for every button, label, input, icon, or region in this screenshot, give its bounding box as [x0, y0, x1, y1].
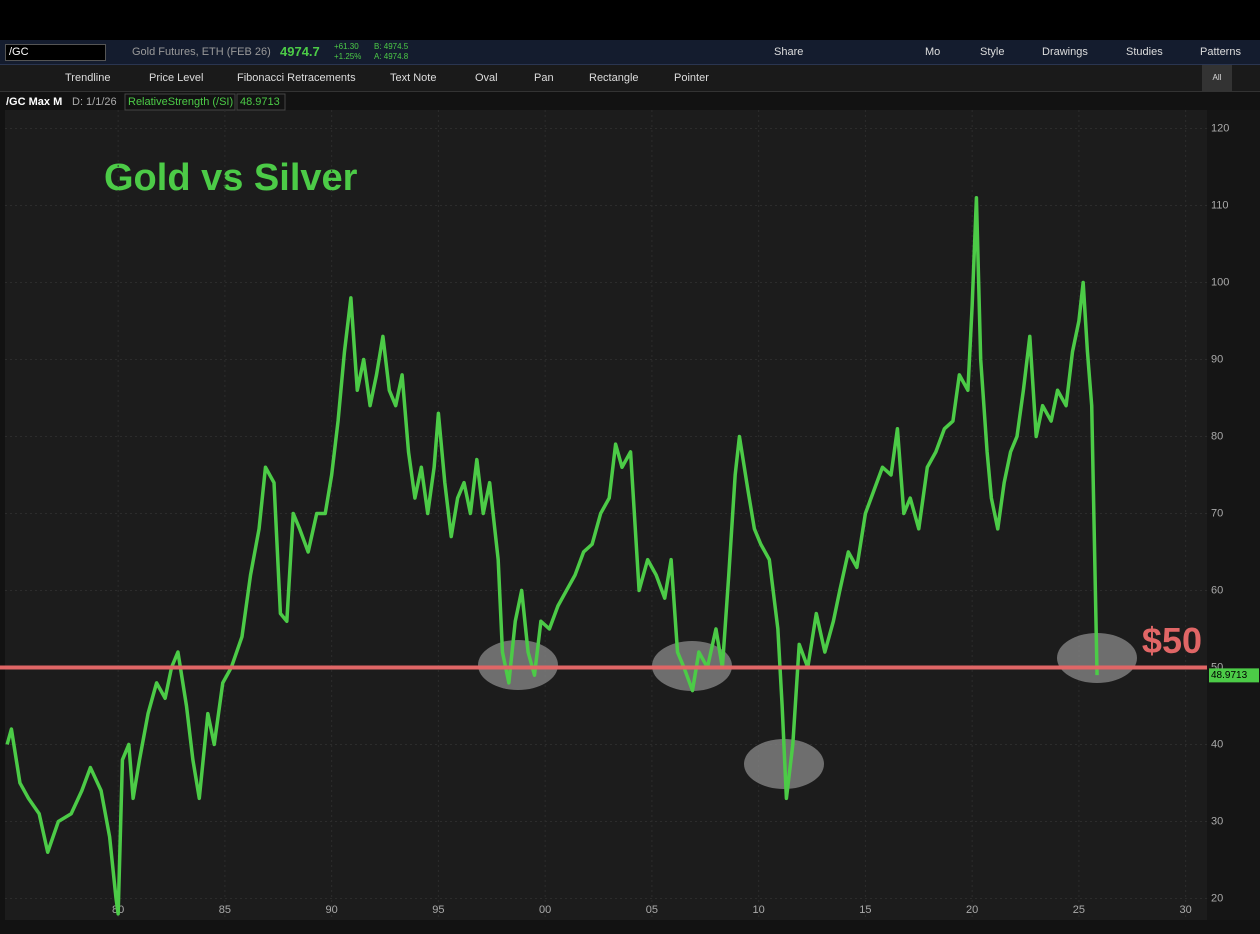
- tool[interactable]: Rectangle: [589, 72, 639, 84]
- period-button[interactable]: Mo: [925, 46, 941, 58]
- symbol-input[interactable]: /GC: [5, 44, 106, 61]
- y-tick-label: 30: [1211, 815, 1223, 827]
- chart-symbol: /GC Max M: [6, 96, 62, 108]
- y-axis-strip: [1207, 110, 1260, 920]
- last-value-box: [1209, 668, 1259, 683]
- x-tick-label: 90: [326, 904, 338, 916]
- y-tick-label: 60: [1211, 584, 1223, 596]
- tool[interactable]: Oval: [475, 72, 498, 84]
- change-pct: +1.25%: [334, 52, 362, 61]
- study-box: [124, 93, 236, 111]
- tool[interactable]: Text Note: [390, 72, 437, 84]
- x-tick-label: 05: [646, 904, 658, 916]
- tool[interactable]: Fibonacci Retracements: [237, 72, 356, 84]
- x-tick-label: 30: [1180, 904, 1192, 916]
- x-tick-label: 95: [432, 904, 444, 916]
- y-tick-label: 100: [1211, 276, 1229, 288]
- study-value-box: [236, 93, 286, 111]
- x-tick-label: 20: [966, 904, 978, 916]
- study-value: 48.9713: [240, 96, 280, 108]
- symbol-description: Gold Futures, ETH (FEB 26): [132, 46, 271, 58]
- change: +61.30: [334, 42, 359, 51]
- y-tick-label: 90: [1211, 353, 1223, 365]
- share-button[interactable]: Share: [774, 46, 804, 58]
- y-tick-label: 120: [1211, 122, 1229, 134]
- style-button[interactable]: Style: [980, 46, 1005, 58]
- patterns-button[interactable]: Patterns: [1200, 46, 1241, 58]
- y-tick-label: 70: [1211, 507, 1223, 519]
- drawings-button[interactable]: Drawings: [1042, 46, 1088, 58]
- x-tick-label: 25: [1073, 904, 1085, 916]
- studies-button[interactable]: Studies: [1126, 46, 1163, 58]
- x-tick-label: 15: [859, 904, 871, 916]
- last-price: 4974.7: [280, 44, 320, 59]
- x-tick-label: 85: [219, 904, 231, 916]
- x-tick-label: 00: [539, 904, 551, 916]
- y-tick-label: 80: [1211, 430, 1223, 442]
- series-line: [5, 196, 1099, 916]
- last-value-label: 48.9713: [1211, 670, 1248, 681]
- plot-area: [5, 110, 1207, 920]
- chart-title: Gold vs Silver: [104, 157, 358, 199]
- tool[interactable]: Pan: [534, 72, 554, 84]
- ask: A: 4974.8: [374, 52, 409, 61]
- bid: B: 4974.5: [374, 42, 409, 51]
- study-name: RelativeStrength (/SI): [128, 96, 233, 108]
- highlight-oval: [478, 640, 558, 690]
- tool[interactable]: Price Level: [149, 72, 204, 84]
- y-tick-label: 20: [1211, 892, 1223, 904]
- x-tick-label: 10: [753, 904, 765, 916]
- tool[interactable]: Trendline: [65, 72, 111, 84]
- drawing-toolbar: Trendline Price Level Fibonacci Retracem…: [0, 65, 1260, 92]
- y-tick-label: 40: [1211, 738, 1223, 750]
- y-tick-label: 110: [1211, 199, 1229, 211]
- tool[interactable]: Pointer: [674, 72, 709, 84]
- chart-date: D: 1/1/26: [72, 96, 117, 108]
- symbol-toolbar: /GC Gold Futures, ETH (FEB 26) 4974.7 +6…: [0, 40, 1260, 65]
- reference-label: $50: [1142, 620, 1202, 661]
- tool[interactable]: All: [1202, 65, 1232, 91]
